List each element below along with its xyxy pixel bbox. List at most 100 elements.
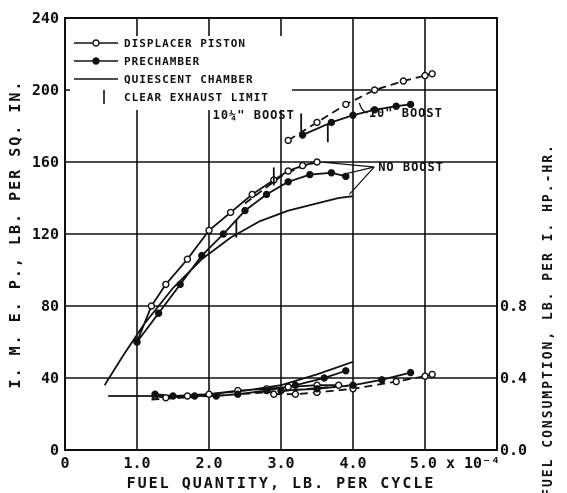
point-prech-imep-boost [406,100,415,109]
y2-tick-label: 0.8 [500,297,527,315]
point-prech-fuel-boost [349,381,357,389]
markers [133,70,436,402]
x-tick-label: 3.0 [267,454,294,472]
x-axis-title: FUEL QUANTITY, LB. PER CYCLE [127,474,436,492]
point-prech-fuel-noboost [169,392,177,400]
annotation-label: 10" BOOST [369,106,443,120]
point-disp-imep-noboost [183,255,192,263]
point-prech-fuel-noboost [291,381,300,389]
no-boost-leader [348,166,375,195]
annotation-label: 10¼" BOOST [213,108,295,122]
annotations: 10¼" BOOST 10" BOOST NO BOOST [213,102,444,195]
legend-label-exhaust: CLEAR EXHAUST LIMIT [124,91,269,104]
point-prech-imep-noboost [133,338,141,346]
no-boost-leader [320,161,375,168]
point-prech-imep-noboost [176,280,184,289]
no-boost-leader [342,166,375,176]
series-fuel-extra-dash [151,384,354,401]
y-tick-label: 0 [50,441,59,459]
point-prech-fuel-noboost [262,386,271,395]
point-prech-imep-boost [349,111,357,119]
tick-labels: 0 1.0 2.0 3.0 4.0 5.0 x 10⁻⁴ 0 40 80 120 160 200 240… [32,9,527,472]
point-prech-imep-noboost [198,251,206,260]
point-prech-fuel-noboost [342,367,350,375]
point-disp-imep-noboost [147,302,156,310]
legend-label-quiescent: QUIESCENT CHAMBER [124,73,254,86]
point-disp-imep-noboost [205,226,213,235]
point-disp-imep-boost [313,118,321,127]
x-tick-label: 2.0 [195,454,222,472]
point-disp-imep-noboost [248,190,256,199]
series-prech-imep-noboost [136,171,347,343]
point-prech-imep-noboost [241,206,249,215]
point-disp-imep-boost [399,77,408,85]
x-tick-label: 5.0 x 10⁻⁴ [410,454,500,472]
y-tick-label: 240 [32,9,59,27]
point-disp-imep-boost [421,71,429,80]
series-disp-imep-noboost [136,161,318,343]
point-prech-fuel-boost [313,385,321,393]
point-prech-fuel-noboost [151,390,159,398]
point-prech-imep-noboost [306,170,314,179]
point-disp-fuel-boost [392,377,400,386]
x-tick-label: 0 [60,454,69,472]
series [103,72,433,401]
point-prech-imep-noboost [284,178,292,186]
point-disp-fuel-noboost [205,390,213,398]
legend-box [70,36,292,110]
point-disp-fuel-boost [428,370,436,379]
y-tick-label: 200 [32,81,59,99]
point-prech-imep-boost [392,102,400,110]
x-tick-label: 4.0 [339,454,366,472]
point-disp-imep-noboost [284,167,292,175]
point-prech-fuel-boost [277,386,285,395]
y-axis-title: I. M. E. P., LB. PER SQ. IN. [6,80,24,389]
point-disp-fuel-noboost [162,394,170,402]
point-disp-imep-noboost [298,161,307,170]
point-disp-imep-boost [428,70,436,78]
point-disp-fuel-noboost [284,383,292,391]
legend-marker-prechamber [92,57,100,65]
y2-tick-label: 0.0 [500,441,527,459]
y2-tick-label: 0.4 [500,369,527,387]
legend-marker-displacer [92,39,100,47]
legend: DISPLACER PISTON PRECHAMBER QUIESCENT CH… [70,36,292,110]
point-prech-fuel-noboost [212,392,220,400]
boost-leader [358,102,368,114]
x-tick-label: 1.0 [123,454,150,472]
y-tick-label: 120 [32,225,59,243]
point-disp-imep-noboost [162,280,170,289]
point-prech-imep-noboost [219,230,228,238]
legend-label-displacer: DISPLACER PISTON [124,37,246,50]
point-disp-imep-boost [342,100,350,109]
point-prech-imep-boost [370,106,379,114]
point-prech-fuel-boost [406,368,415,377]
point-prech-imep-boost [327,118,336,127]
point-disp-fuel-noboost [334,381,343,389]
point-prech-imep-noboost [154,309,163,317]
point-disp-fuel-boost [291,390,300,398]
point-disp-fuel-boost [421,372,429,380]
annotation-label: NO BOOST [378,160,444,174]
y-tick-label: 160 [32,153,59,171]
series-quies-imep [103,195,354,386]
y2-axis-title: FUEL CONSUMPTION, LB. PER I. HP.-HR. [541,143,556,493]
point-disp-imep-boost [370,86,379,94]
y-tick-label: 80 [41,297,59,315]
point-disp-fuel-boost [270,390,278,398]
point-prech-fuel-noboost [234,390,242,398]
y-tick-label: 40 [41,369,59,387]
point-prech-imep-noboost [327,169,336,177]
point-prech-fuel-noboost [320,374,328,382]
series-quies-fuel [108,360,354,397]
point-prech-fuel-noboost [190,392,199,400]
point-disp-fuel-noboost [183,392,192,400]
point-prech-imep-boost [298,131,307,139]
point-prech-fuel-boost [378,376,386,384]
legend-label-prechamber: PRECHAMBER [124,55,200,68]
point-disp-imep-boost [284,136,292,145]
point-disp-imep-noboost [226,208,235,217]
plot-frame [64,17,498,451]
point-disp-imep-noboost [313,158,321,166]
